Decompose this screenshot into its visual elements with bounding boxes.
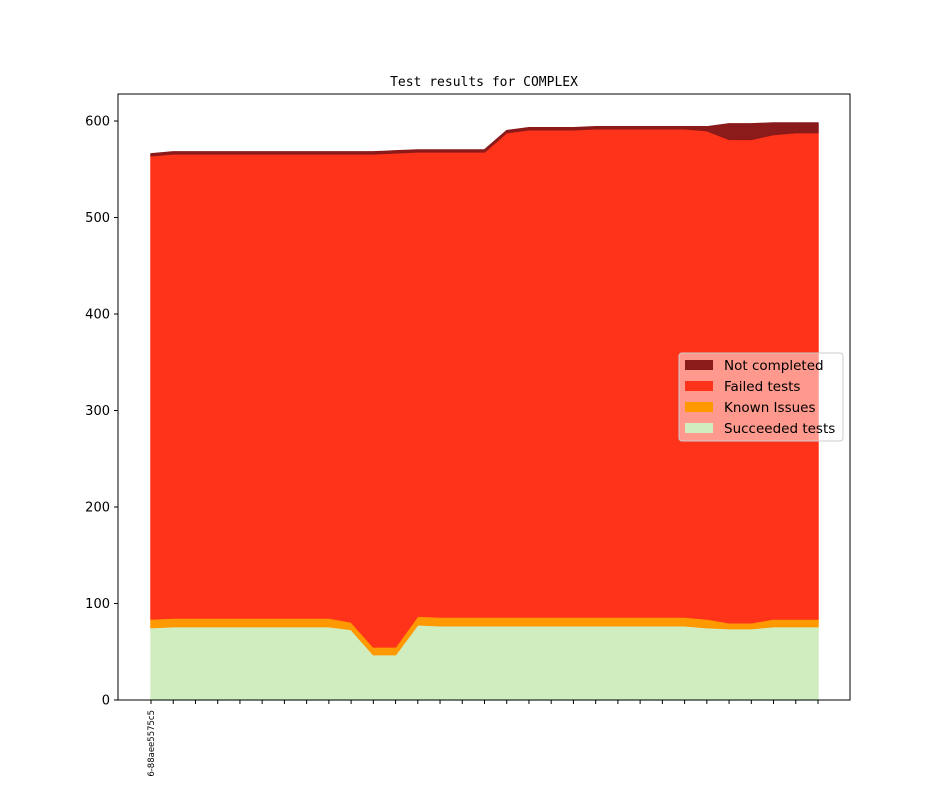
legend-label-failed-tests: Failed tests xyxy=(724,379,800,395)
legend-swatch-succeeded-tests xyxy=(685,423,713,433)
legend-swatch-failed-tests xyxy=(685,381,713,391)
y-tick-label: 0 xyxy=(102,694,110,709)
area-succeeded-tests xyxy=(150,623,819,701)
legend-label-known-issues: Known Issues xyxy=(724,400,816,416)
y-tick-label: 400 xyxy=(85,308,110,323)
y-tick-label: 300 xyxy=(85,404,110,419)
legend-label-succeeded-tests: Succeeded tests xyxy=(724,421,835,437)
y-tick-label: 500 xyxy=(85,211,110,226)
chart-title: Test results for COMPLEX xyxy=(390,75,578,90)
legend: Not completed Failed tests Known Issues Suc… xyxy=(678,352,844,442)
area-not-completed xyxy=(150,122,819,157)
legend-swatch-known-issues xyxy=(685,402,713,412)
legend-label-not-completed: Not completed xyxy=(724,358,824,374)
legend-box xyxy=(678,352,844,442)
y-tick-label: 600 xyxy=(85,115,110,130)
x-tick-label: 6-88aee5575c5 xyxy=(147,710,157,777)
legend-swatch-not-completed xyxy=(685,360,713,370)
y-tick-label: 200 xyxy=(85,501,110,516)
y-tick-label: 100 xyxy=(85,597,110,612)
